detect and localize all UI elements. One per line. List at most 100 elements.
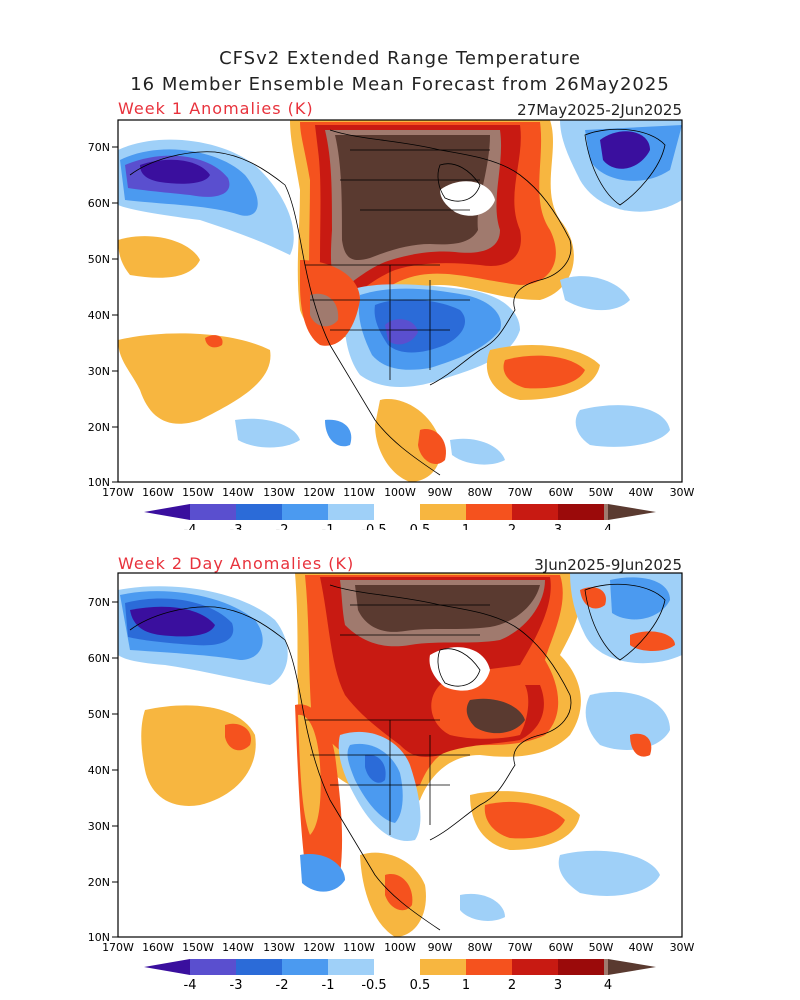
lon-label: 80W xyxy=(468,941,493,954)
panel2-frame xyxy=(117,572,683,938)
lon-label: 90W xyxy=(428,941,453,954)
colorbar-label: -0.5 xyxy=(361,523,386,530)
colorbar-label: -1 xyxy=(322,523,335,530)
colorbar-label: -0.5 xyxy=(361,978,386,993)
lon-label: 40W xyxy=(629,941,654,954)
lon-label: 70W xyxy=(508,486,533,499)
chart-title-line1: CFSv2 Extended Range Temperature xyxy=(219,48,581,69)
lon-label: 150W xyxy=(182,486,214,499)
colorbar-label: 4 xyxy=(604,978,612,993)
chart-title-line2: 16 Member Ensemble Mean Forecast from 26… xyxy=(130,74,670,95)
lat-label: 50N xyxy=(88,708,110,721)
lon-label: 60W xyxy=(549,486,574,499)
panel2-colorbar: -4 -3 -2 -1 -0.5 0.5 1 2 3 4 xyxy=(144,959,656,993)
colorbar-swatch xyxy=(512,504,558,520)
colorbar-swatch xyxy=(282,959,328,975)
colorbar-swatch xyxy=(604,959,608,975)
panel1-label: Week 1 Anomalies (K) xyxy=(118,99,314,118)
lat-label: 20N xyxy=(88,421,110,434)
lon-label: 40W xyxy=(629,486,654,499)
panel1-map: 70N 60N 50N 40N 30N 20N 10N 170W 160W 15… xyxy=(88,119,695,530)
colorbar-swatch xyxy=(608,959,656,975)
lon-label: 30W xyxy=(670,486,695,499)
colorbar-swatch xyxy=(144,959,190,975)
lon-label: 150W xyxy=(182,941,214,954)
colorbar-swatch xyxy=(236,959,282,975)
panel2-period: 3Jun2025-9Jun2025 xyxy=(534,556,682,574)
colorbar-swatch xyxy=(558,504,604,520)
lat-label: 30N xyxy=(88,365,110,378)
lon-label: 140W xyxy=(222,941,254,954)
colorbar-swatch xyxy=(236,504,282,520)
colorbar-swatch xyxy=(282,504,328,520)
colorbar-swatch xyxy=(190,959,236,975)
lon-label: 80W xyxy=(468,486,493,499)
colorbar-label: 2 xyxy=(508,523,516,530)
lon-label: 70W xyxy=(508,941,533,954)
colorbar-label: 0.5 xyxy=(410,523,431,530)
panel1-period: 27May2025-2Jun2025 xyxy=(517,101,682,119)
lon-label: 100W xyxy=(384,486,416,499)
panel1-lat-labels: 70N 60N 50N 40N 30N 20N 10N xyxy=(88,141,110,489)
panel1-colorbar: -4 -3 -2 -1 -0.5 0.5 1 2 3 4 xyxy=(144,504,656,530)
panel1-lon-labels: 170W 160W 150W 140W 130W 120W 110W 100W … xyxy=(102,486,694,499)
colorbar-label: 3 xyxy=(554,978,562,993)
lat-label: 10N xyxy=(88,931,110,944)
lon-label: 100W xyxy=(384,941,416,954)
lon-label: 130W xyxy=(263,941,295,954)
lon-label: 160W xyxy=(142,941,174,954)
colorbar-swatch xyxy=(190,504,236,520)
lat-label: 40N xyxy=(88,764,110,777)
panel1-frame xyxy=(117,119,683,483)
colorbar-swatch xyxy=(328,959,374,975)
lon-label: 50W xyxy=(589,486,614,499)
lat-label: 40N xyxy=(88,309,110,322)
lon-label: 60W xyxy=(549,941,574,954)
panel2-label: Week 2 Day Anomalies (K) xyxy=(118,554,355,573)
colorbar-label: -1 xyxy=(322,978,335,993)
panel1-coastlines xyxy=(129,128,666,476)
lat-label: 20N xyxy=(88,876,110,889)
panel2-lat-ticks xyxy=(112,601,118,938)
colorbar-label: -2 xyxy=(276,978,289,993)
colorbar-swatch xyxy=(420,959,466,975)
lon-label: 170W xyxy=(102,486,134,499)
panel2-coastlines xyxy=(129,583,666,931)
lon-label: 140W xyxy=(222,486,254,499)
colorbar-label: -4 xyxy=(184,978,197,993)
lon-label: 130W xyxy=(263,486,295,499)
panel2-lon-labels: 170W 160W 150W 140W 130W 120W 110W 100W … xyxy=(102,941,694,954)
lon-label: 110W xyxy=(343,486,375,499)
lat-label: 60N xyxy=(88,652,110,665)
lat-label: 70N xyxy=(88,596,110,609)
lon-label: 170W xyxy=(102,941,134,954)
colorbar-swatch xyxy=(512,959,558,975)
colorbar-swatch xyxy=(466,504,512,520)
panel2-lat-labels: 70N 60N 50N 40N 30N 20N 10N xyxy=(88,596,110,944)
colorbar-label: -2 xyxy=(276,523,289,530)
panel2-map: 70N 60N 50N 40N 30N 20N 10N 170W 160W 15… xyxy=(88,572,695,993)
colorbar-swatch xyxy=(328,504,374,520)
colorbar-swatch xyxy=(144,504,190,520)
panel1-lat-ticks xyxy=(112,146,118,483)
lat-label: 70N xyxy=(88,141,110,154)
lon-label: 30W xyxy=(670,941,695,954)
colorbar-swatch xyxy=(420,504,466,520)
colorbar-label: -3 xyxy=(230,523,243,530)
colorbar-label: 1 xyxy=(462,978,470,993)
colorbar-swatch xyxy=(558,959,604,975)
colorbar-swatch xyxy=(466,959,512,975)
lat-label: 50N xyxy=(88,253,110,266)
colorbar-swatch xyxy=(604,504,608,520)
lon-label: 110W xyxy=(343,941,375,954)
lon-label: 120W xyxy=(303,486,335,499)
colorbar-swatch xyxy=(374,504,420,520)
colorbar-swatch xyxy=(608,504,656,520)
colorbar-label: 3 xyxy=(554,523,562,530)
lat-label: 10N xyxy=(88,476,110,489)
colorbar-swatch xyxy=(374,959,420,975)
colorbar-label: 0.5 xyxy=(410,978,431,993)
lon-label: 160W xyxy=(142,486,174,499)
lon-label: 120W xyxy=(303,941,335,954)
colorbar-label: 1 xyxy=(462,523,470,530)
